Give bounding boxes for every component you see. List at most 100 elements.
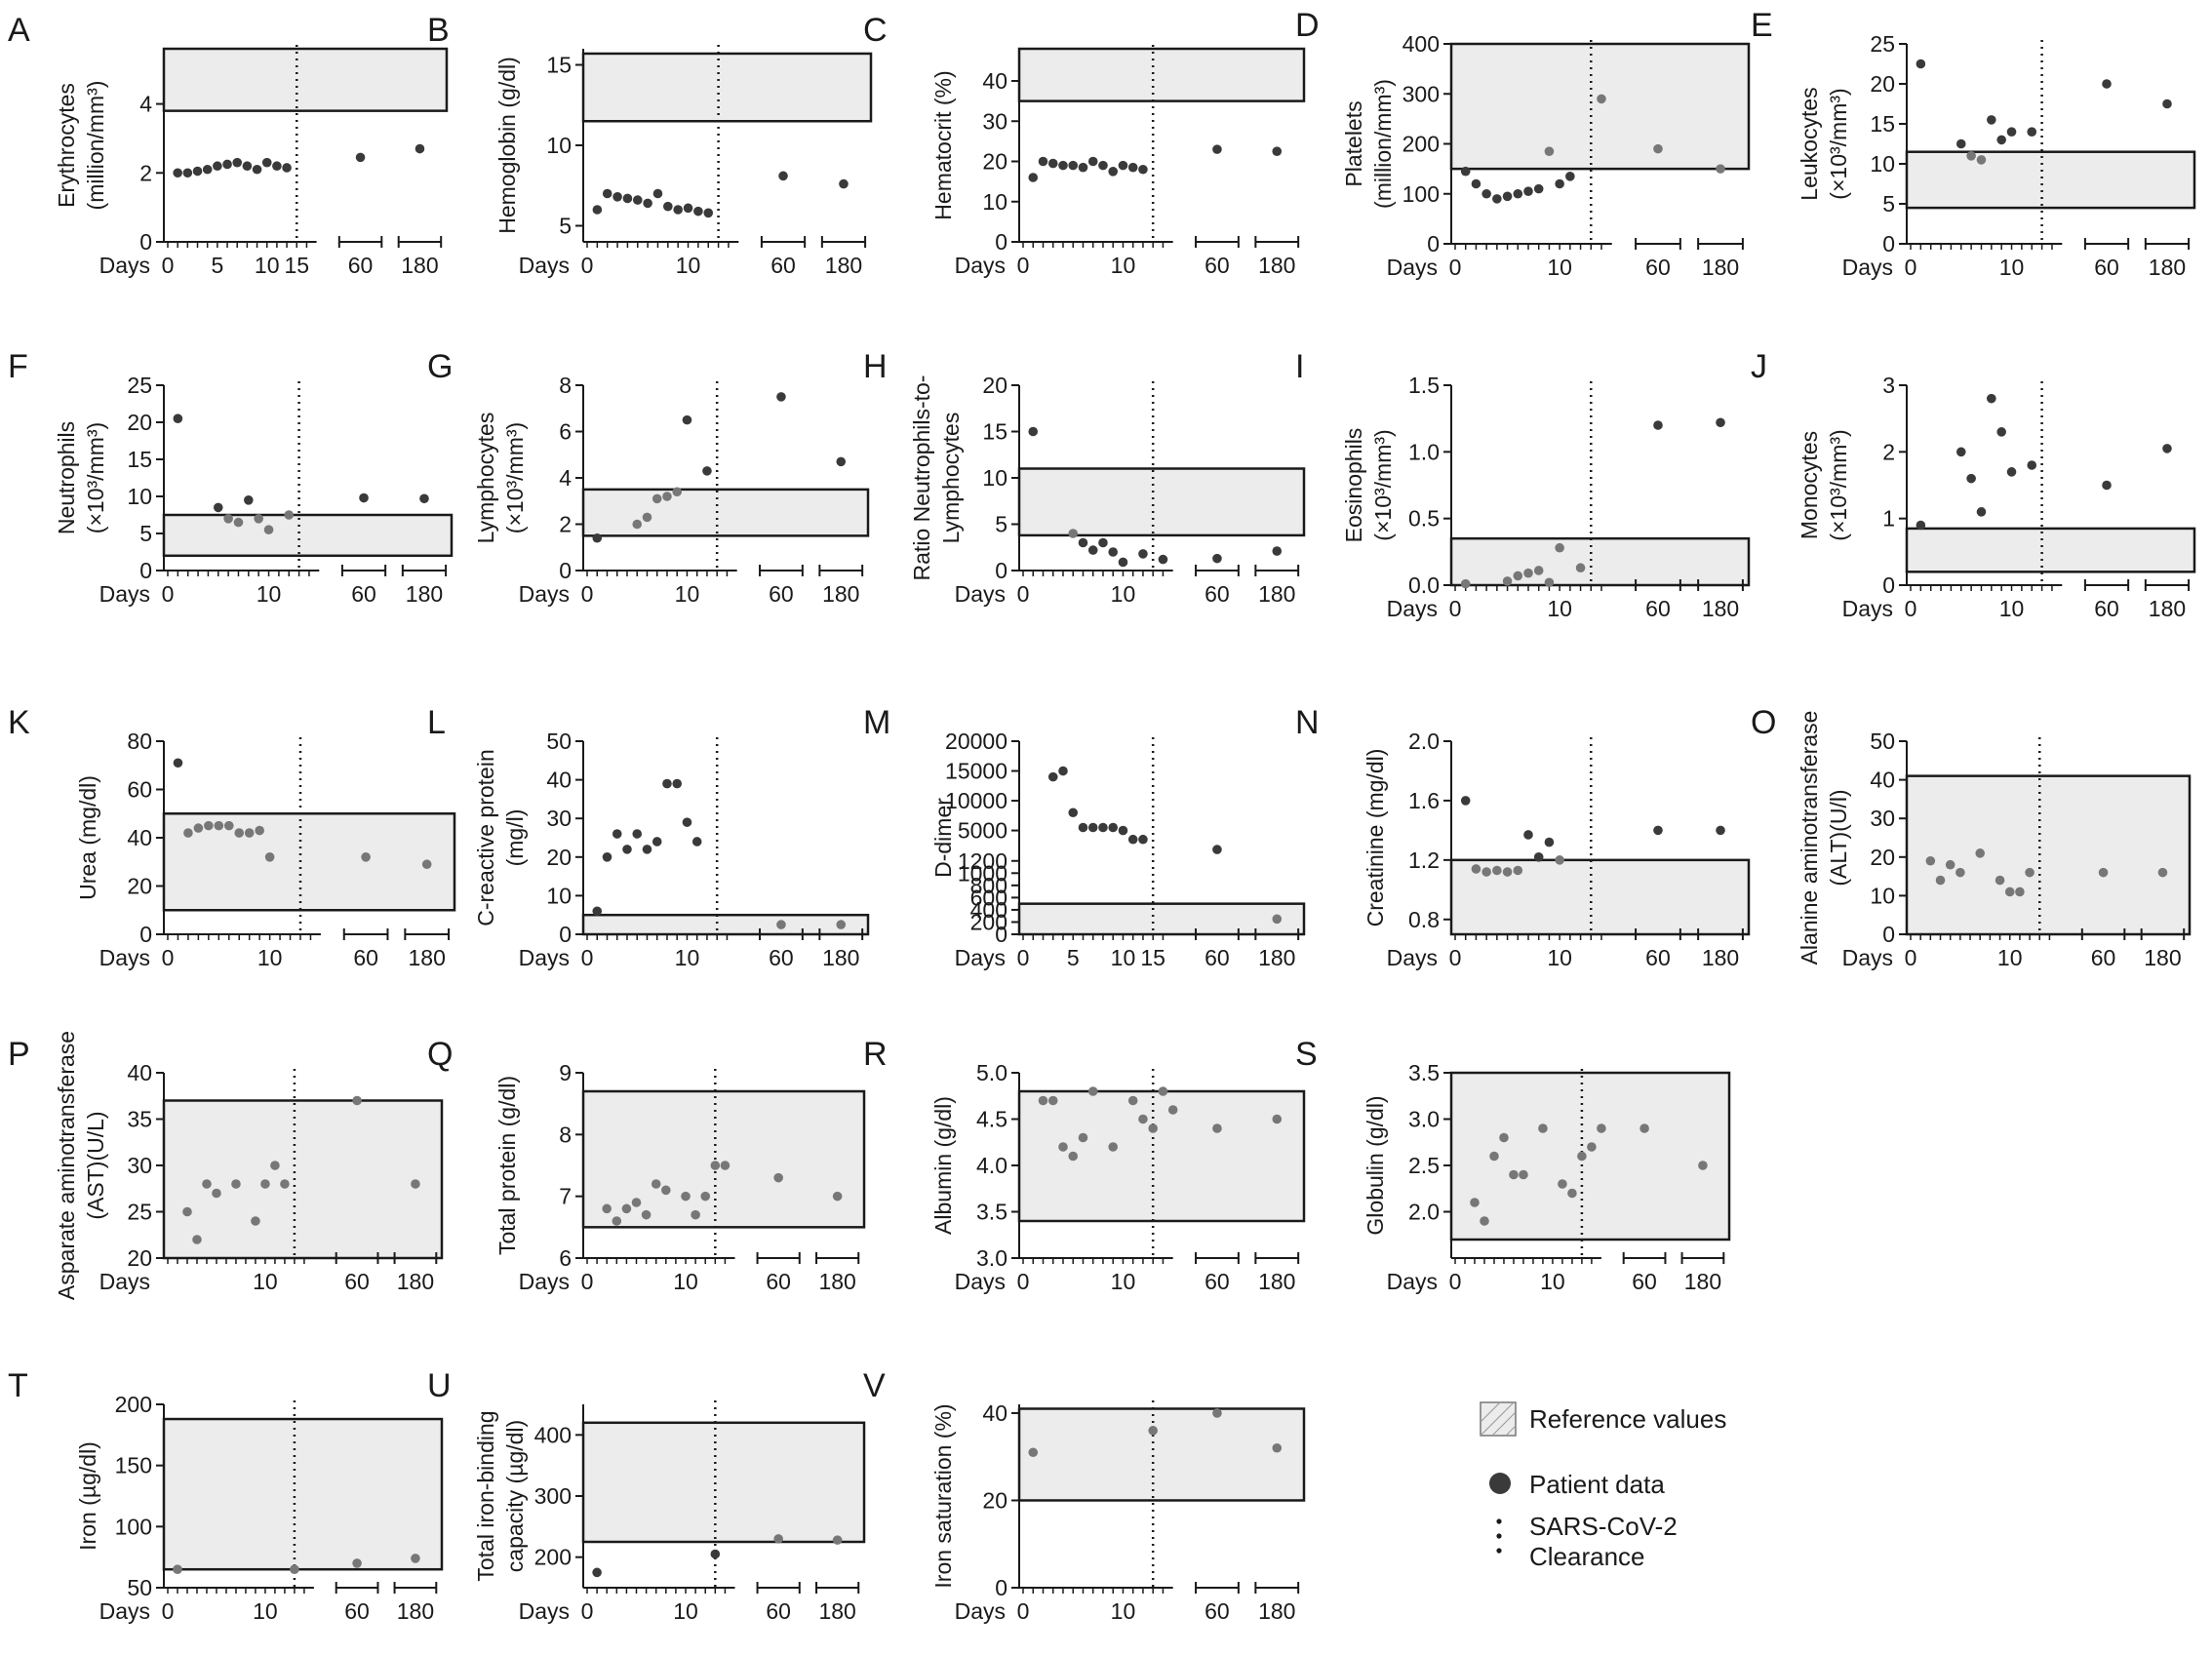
data-point [2162,99,2172,109]
y-tick-label: 0 [1882,572,1895,598]
reference-range [581,52,873,123]
y-tick-label: 4.0 [976,1153,1007,1178]
data-point [213,161,222,172]
data-point [193,823,204,833]
x-tick-label: 180 [825,253,862,278]
panel-h: 0 5 10 15 20 0 10 60 180 Days H Ratio Neutrophils-t… [863,348,1306,607]
data-point [710,1161,721,1170]
data-point [223,820,234,831]
data-point [1544,577,1555,588]
data-point [651,1179,661,1189]
x-tick-label: 180 [1258,945,1295,970]
data-point [231,1179,241,1189]
panel-v: 0 20 40 0 10 60 180 Days V Iron saturation (%) [863,1367,1306,1624]
panel-n: 0.8 1.2 1.6 2.0 0 10 60 180 Days N Creatinine (mg/… [1295,704,1751,970]
x-tick-label: 0 [581,581,594,607]
x-tick-label: 0 [1017,945,1030,970]
data-point [421,859,432,870]
legend-clearance-label-2: Clearance [1529,1542,1645,1571]
data-point [1492,865,1502,876]
reference-range [1905,774,2192,936]
data-point [242,161,253,172]
x-tick-label: 0 [1905,255,1917,280]
x-axis-label: Days [1842,596,1893,621]
data-point [1058,766,1068,776]
x-tick-label: 180 [1702,255,1739,280]
data-point [1966,151,1976,161]
data-point [720,1161,731,1170]
data-point [261,157,272,168]
data-point [700,1191,711,1202]
panel-o: 0 10 20 30 40 50 0 10 60 180 Days O Alanine aminotra… [1751,704,2192,970]
panel-letter: K [8,704,30,741]
x-tick-label: 60 [1632,1269,1657,1294]
y-axis-label: (AST)(U/L) [83,1111,108,1219]
y-tick-label: 15 [546,53,572,78]
data-point [223,514,233,524]
data-point [282,163,292,173]
data-point [1138,834,1148,845]
reference-range [1017,1407,1306,1502]
data-point [270,1161,280,1170]
y-tick-label: 2.5 [1408,1153,1440,1178]
x-tick-label: 10 [676,253,701,278]
x-tick-label: 0 [1449,1269,1462,1294]
data-point [1058,1142,1068,1152]
data-point [710,1549,721,1559]
data-point [411,1179,420,1189]
panel-letter: L [427,704,446,741]
data-point [1716,825,1725,836]
x-tick-label: 10 [1999,255,2025,280]
data-point [182,1206,192,1217]
y-tick-label: 10 [546,133,572,158]
data-point [1038,156,1048,167]
y-tick-label: 400 [534,1422,572,1447]
data-point [662,778,672,789]
x-tick-label: 10 [1540,1269,1565,1294]
x-tick-label: 60 [766,1269,791,1294]
data-point [182,168,193,178]
data-point [1513,571,1523,581]
y-tick-label: 3.0 [976,1245,1007,1271]
data-point [643,198,652,209]
y-tick-label: 0 [139,922,152,947]
y-axis-label: Leukocytes [1797,87,1822,200]
data-point [1577,1151,1587,1162]
data-point [192,1235,202,1244]
y-axis-label: Ratio Neutrophils-to- [909,375,934,581]
x-tick-label: 60 [1205,945,1230,970]
data-point [1098,160,1108,171]
reference-range [581,1421,866,1544]
panel-g: 0 2 4 6 8 0 10 60 180 Days G Lymphocytes (×10³/mm³) [427,348,870,607]
data-point [1481,867,1491,877]
y-tick-label: 15 [982,419,1007,445]
data-point [2006,127,2017,137]
y-tick-label: 0 [559,558,572,583]
x-tick-label: 60 [1205,253,1230,278]
legend-clearance-dot [1496,1533,1502,1539]
x-tick-label: 180 [1702,945,1739,970]
y-axis-label: Globulin (g/dl) [1363,1095,1388,1235]
panel-m: 0200400600800100012005000100001500020000… [863,704,1306,970]
y-tick-label: 5 [139,521,152,546]
data-point [272,161,282,172]
x-tick-label: 60 [769,945,794,970]
data-point [415,143,425,154]
y-axis-label: D-dimer [930,798,956,878]
x-tick-label: 180 [406,581,443,607]
y-tick-label: 20 [982,149,1007,175]
data-point [592,532,603,543]
data-point [622,845,632,854]
data-point [1509,1169,1519,1180]
data-point [612,192,622,202]
data-point [1058,160,1068,171]
data-point [1533,852,1544,862]
data-point [1653,143,1663,154]
y-tick-label: 80 [127,729,152,754]
data-point [260,1179,270,1189]
panel-c: 0 10 20 30 40 0 10 60 180 Days C Hematocrit (%) [863,12,1306,278]
x-axis-label: Days [99,1269,150,1294]
x-tick-label: 180 [397,1269,434,1294]
y-tick-label: 20 [1870,71,1895,97]
x-tick-label: 0 [1017,1269,1030,1294]
